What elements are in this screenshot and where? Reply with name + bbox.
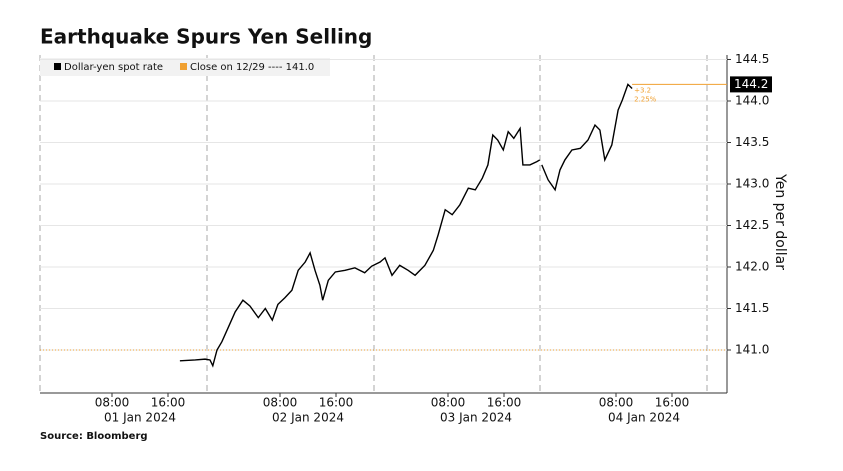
x-tick-label: 16:00 <box>319 396 354 410</box>
y-tick-label: 144.5 <box>735 52 769 66</box>
date-label: 02 Jan 2024 <box>272 411 344 425</box>
y-tick-label: 142.5 <box>735 218 769 232</box>
x-tick-label: 08:00 <box>263 396 298 410</box>
series-line <box>179 83 633 368</box>
annotation: 2.25% <box>634 95 657 103</box>
annotation: +3.2 <box>634 86 651 94</box>
y-tick-label: 144.0 <box>735 93 769 107</box>
date-label: 03 Jan 2024 <box>440 411 512 425</box>
legend-label: Dollar-yen spot rate <box>64 62 163 73</box>
y-tick-label: 142.0 <box>735 259 769 273</box>
x-tick-label: 08:00 <box>95 396 130 410</box>
x-tick-label: 08:00 <box>599 396 634 410</box>
legend-swatch <box>180 63 187 70</box>
x-tick-label: 16:00 <box>655 396 690 410</box>
dividers <box>39 55 708 393</box>
y-tick-label: 143.0 <box>735 176 769 190</box>
y-tick-label: 143.5 <box>735 135 769 149</box>
last-value-box <box>730 76 772 93</box>
y-axis-label: Yen per dollar <box>772 173 788 270</box>
date-label: 04 Jan 2024 <box>608 411 680 425</box>
date-label: 01 Jan 2024 <box>104 411 176 425</box>
x-tick-label: 08:00 <box>431 396 466 410</box>
chart-title: Earthquake Spurs Yen Selling <box>40 25 372 49</box>
y-tick-label: 141.5 <box>735 301 769 315</box>
y-tick-label: 141.0 <box>735 343 769 357</box>
legend-swatch <box>54 63 61 70</box>
x-tick-label: 16:00 <box>487 396 522 410</box>
legend-label: Close on 12/29 ---- 141.0 <box>190 62 314 73</box>
last-value-label: 144.2 <box>734 77 768 91</box>
source: Source: Bloomberg <box>40 431 148 442</box>
x-tick-label: 16:00 <box>151 396 186 410</box>
